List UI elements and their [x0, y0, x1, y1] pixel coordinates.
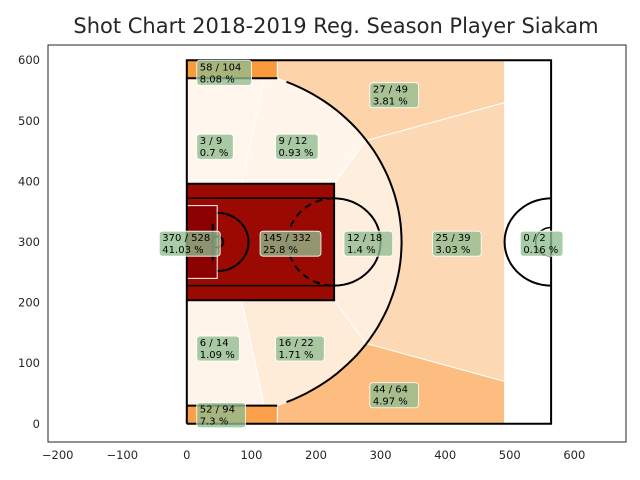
zone-label-counts: 9 / 12 [279, 136, 308, 147]
zone-label-mid-center: 12 / 181.4 % [343, 230, 394, 257]
zone-label-above-break-three-bottom: 44 / 644.97 % [369, 382, 419, 409]
zone-label-percent: 7.3 % [200, 417, 229, 428]
center-circle [503, 197, 552, 287]
y-tick-label: 300 [18, 235, 40, 249]
zone-label-counts: 16 / 22 [279, 338, 314, 349]
y-tick-label: 600 [18, 53, 40, 67]
zone-label-percent: 1.71 % [279, 350, 314, 361]
zone-label-percent: 3.81 % [373, 97, 408, 108]
zone-label-counts: 52 / 94 [200, 405, 235, 416]
zone-label-above-break-three-center: 25 / 393.03 % [432, 230, 482, 257]
x-tick-label: 600 [563, 448, 585, 462]
zone-label-percent: 3.03 % [435, 245, 470, 256]
zone-label-percent: 0.93 % [279, 148, 314, 159]
y-tick-label: 400 [18, 174, 40, 188]
zone-label-above-break-three-top: 27 / 493.81 % [369, 82, 419, 109]
y-tick-label: 200 [18, 296, 40, 310]
court-boundary [185, 59, 553, 425]
three-point-arc [286, 80, 403, 404]
zone-label-counts: 44 / 64 [373, 385, 408, 396]
zone-label-counts: 12 / 18 [347, 233, 382, 244]
zone-label-mid-wing-top: 9 / 120.93 % [275, 133, 319, 160]
y-tick-label: 0 [33, 417, 40, 431]
x-tick-label: 300 [370, 448, 392, 462]
zone-label-mid-wing-bottom: 16 / 221.71 % [275, 335, 325, 362]
zone-label-counts: 27 / 49 [373, 85, 408, 96]
zone-label-percent: 0.16 % [523, 245, 558, 256]
x-tick-label: 0 [183, 448, 190, 462]
zone-label-percent: 1.4 % [347, 245, 376, 256]
y-axis-ticks: 0 100 200 300 400 500 600 [18, 53, 40, 431]
paint-outer [186, 182, 336, 302]
y-tick-label: 100 [18, 356, 40, 370]
y-tick-label: 500 [18, 114, 40, 128]
x-tick-label: 400 [434, 448, 456, 462]
zone-label-counts: 0 / 2 [523, 233, 545, 244]
zone-label-percent: 25.8 % [263, 245, 298, 256]
zone-label-percent: 1.09 % [200, 350, 235, 361]
zone-label-mid-baseline-top: 3 / 90.7 % [196, 133, 234, 160]
zone-label-mid-baseline-bottom: 6 / 141.09 % [196, 335, 240, 362]
plot-frame [47, 44, 627, 443]
zone-label-counts: 3 / 9 [200, 136, 222, 147]
zone-label-counts: 25 / 39 [435, 233, 470, 244]
zone-label-counts: 6 / 14 [200, 338, 229, 349]
zone-label-percent: 8.08 % [200, 74, 235, 85]
zone-label-backcourt: 0 / 20.16 % [519, 230, 564, 257]
chart-title: Shot Chart 2018-2019 Reg. Season Player … [73, 14, 598, 38]
x-tick-label: 500 [499, 448, 521, 462]
zone-label-counts: 145 / 332 [263, 233, 311, 244]
x-tick-label: −200 [42, 448, 74, 462]
zone-label-corner-three-bottom: 52 / 947.3 % [196, 402, 246, 429]
x-tick-label: 100 [240, 448, 262, 462]
zone-label-percent: 4.97 % [373, 397, 408, 408]
restricted-arc [217, 211, 250, 273]
x-tick-label: 200 [305, 448, 327, 462]
zone-label-percent: 41.03 % [162, 245, 203, 256]
zone-label-percent: 0.7 % [200, 148, 229, 159]
zone-label-counts: 58 / 104 [200, 62, 242, 73]
court-lines [185, 59, 553, 425]
free-throw-circle-inner [286, 197, 335, 287]
zone-label-counts: 370 / 528 [162, 233, 210, 244]
x-axis-ticks: −200 −100 0 100 200 300 400 500 600 [42, 448, 585, 462]
x-tick-label: −100 [106, 448, 138, 462]
